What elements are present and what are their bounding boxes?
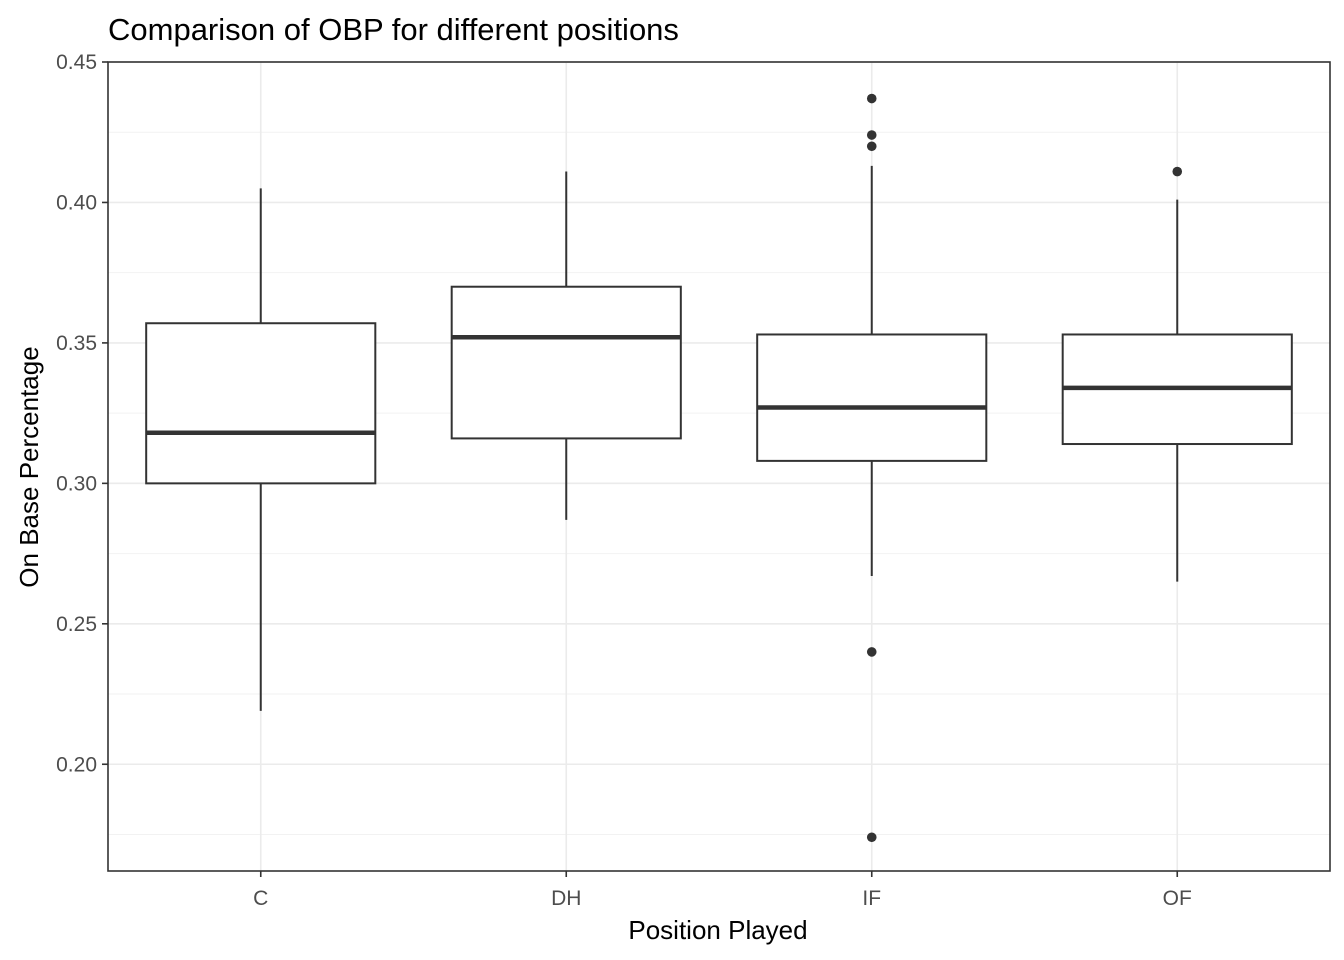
x-tick-label: C (253, 887, 268, 910)
outlier-point (1172, 166, 1183, 177)
panel-border (107, 61, 1331, 872)
y-tick-label: 0.40 (56, 191, 97, 214)
x-axis-title: Position Played (628, 915, 807, 945)
y-tick-label: 0.45 (56, 51, 97, 74)
outlier-point (866, 130, 877, 140)
y-tick-label: 0.35 (56, 332, 97, 355)
x-tick-label: DH (551, 887, 581, 910)
y-tick-label: 0.20 (56, 753, 97, 776)
box-of (1061, 166, 1293, 582)
y-axis-title: On Base Percentage (14, 346, 44, 587)
box-iqr (756, 333, 988, 462)
y-tick-label: 0.25 (56, 613, 97, 636)
outlier-point (866, 647, 877, 657)
outlier-point (866, 93, 877, 104)
outlier-point (866, 832, 877, 843)
box-series (145, 93, 1293, 843)
outlier-point (866, 141, 877, 152)
y-tick-label: 0.30 (56, 472, 97, 495)
axes: 0.20 0.25 0.30 0.35 0.40 0.45 C DH IF OF (56, 51, 1192, 910)
box-c (145, 188, 377, 711)
box-dh (450, 171, 682, 520)
box-if (756, 93, 988, 843)
chart-title: Comparison of OBP for different position… (108, 12, 679, 47)
x-tick-label: IF (862, 887, 881, 910)
box-iqr (450, 285, 682, 440)
x-tick-label: OF (1163, 887, 1192, 910)
box-iqr (145, 322, 377, 485)
